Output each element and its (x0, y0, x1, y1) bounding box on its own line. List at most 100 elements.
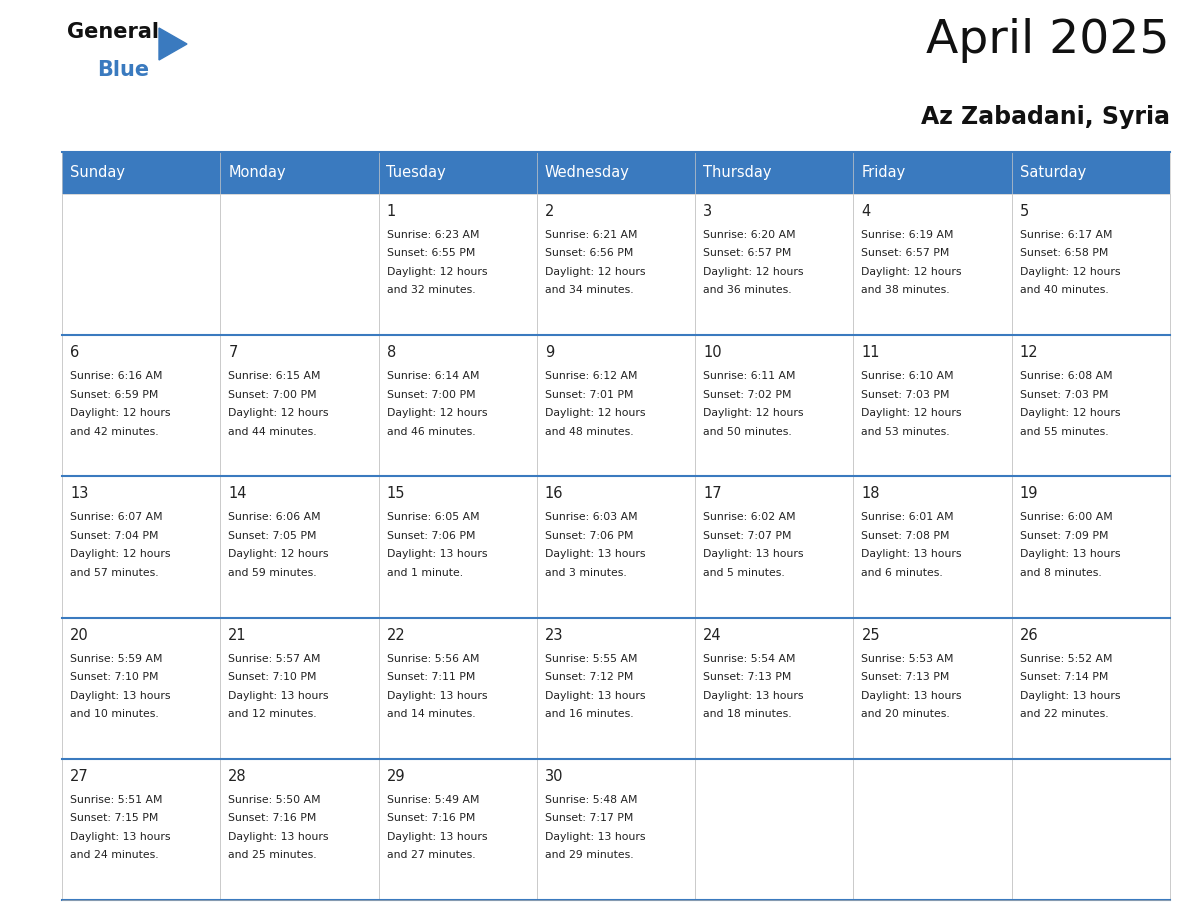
Text: Sunrise: 6:16 AM: Sunrise: 6:16 AM (70, 371, 163, 381)
FancyBboxPatch shape (220, 618, 379, 759)
Text: Sunset: 6:57 PM: Sunset: 6:57 PM (703, 249, 791, 259)
Text: Sunrise: 6:14 AM: Sunrise: 6:14 AM (386, 371, 479, 381)
Text: Sunset: 7:08 PM: Sunset: 7:08 PM (861, 531, 950, 541)
Text: Daylight: 12 hours: Daylight: 12 hours (70, 549, 171, 559)
Text: Sunrise: 5:52 AM: Sunrise: 5:52 AM (1019, 654, 1112, 664)
Text: Sunrise: 6:00 AM: Sunrise: 6:00 AM (1019, 512, 1112, 522)
Text: Wednesday: Wednesday (545, 165, 630, 181)
Text: 29: 29 (386, 768, 405, 784)
FancyBboxPatch shape (537, 152, 695, 194)
Text: and 34 minutes.: and 34 minutes. (545, 285, 633, 296)
FancyBboxPatch shape (220, 476, 379, 618)
Text: Sunset: 7:09 PM: Sunset: 7:09 PM (1019, 531, 1108, 541)
Text: Sunrise: 5:56 AM: Sunrise: 5:56 AM (386, 654, 479, 664)
Text: Sunrise: 5:48 AM: Sunrise: 5:48 AM (545, 795, 637, 805)
Text: Sunrise: 6:21 AM: Sunrise: 6:21 AM (545, 230, 637, 240)
Text: Sunrise: 5:55 AM: Sunrise: 5:55 AM (545, 654, 637, 664)
FancyBboxPatch shape (695, 152, 853, 194)
Text: Daylight: 12 hours: Daylight: 12 hours (386, 267, 487, 277)
Text: Sunset: 7:05 PM: Sunset: 7:05 PM (228, 531, 317, 541)
Text: Sunrise: 6:11 AM: Sunrise: 6:11 AM (703, 371, 796, 381)
Text: Daylight: 13 hours: Daylight: 13 hours (228, 832, 329, 842)
Text: 11: 11 (861, 345, 880, 360)
Text: and 46 minutes.: and 46 minutes. (386, 427, 475, 437)
Text: and 32 minutes.: and 32 minutes. (386, 285, 475, 296)
FancyBboxPatch shape (1012, 618, 1170, 759)
Text: Sunset: 6:57 PM: Sunset: 6:57 PM (861, 249, 949, 259)
Text: Daylight: 13 hours: Daylight: 13 hours (386, 832, 487, 842)
FancyBboxPatch shape (220, 335, 379, 476)
Text: and 36 minutes.: and 36 minutes. (703, 285, 791, 296)
FancyBboxPatch shape (695, 759, 853, 900)
Polygon shape (159, 28, 187, 60)
Text: Sunset: 7:14 PM: Sunset: 7:14 PM (1019, 672, 1108, 682)
Text: 2: 2 (545, 204, 555, 219)
Text: Daylight: 13 hours: Daylight: 13 hours (1019, 549, 1120, 559)
Text: Daylight: 12 hours: Daylight: 12 hours (703, 267, 803, 277)
Text: Sunset: 7:07 PM: Sunset: 7:07 PM (703, 531, 791, 541)
Text: Sunset: 6:58 PM: Sunset: 6:58 PM (1019, 249, 1108, 259)
FancyBboxPatch shape (537, 194, 695, 335)
Text: Sunrise: 6:01 AM: Sunrise: 6:01 AM (861, 512, 954, 522)
Text: Sunset: 6:55 PM: Sunset: 6:55 PM (386, 249, 475, 259)
Text: Sunset: 7:16 PM: Sunset: 7:16 PM (386, 813, 475, 823)
Text: 26: 26 (1019, 628, 1038, 643)
Text: 17: 17 (703, 487, 722, 501)
Text: Friday: Friday (861, 165, 905, 181)
Text: and 1 minute.: and 1 minute. (386, 568, 462, 578)
Text: Sunset: 7:15 PM: Sunset: 7:15 PM (70, 813, 158, 823)
Text: Daylight: 13 hours: Daylight: 13 hours (861, 690, 962, 700)
FancyBboxPatch shape (853, 335, 1012, 476)
FancyBboxPatch shape (853, 759, 1012, 900)
Text: 1: 1 (386, 204, 396, 219)
Text: Daylight: 12 hours: Daylight: 12 hours (861, 409, 962, 419)
Text: Daylight: 12 hours: Daylight: 12 hours (545, 267, 645, 277)
Text: Sunset: 7:00 PM: Sunset: 7:00 PM (228, 390, 317, 399)
Text: Sunday: Sunday (70, 165, 125, 181)
Text: Daylight: 12 hours: Daylight: 12 hours (545, 409, 645, 419)
Text: Sunrise: 6:10 AM: Sunrise: 6:10 AM (861, 371, 954, 381)
Text: 10: 10 (703, 345, 722, 360)
Text: Sunset: 7:11 PM: Sunset: 7:11 PM (386, 672, 475, 682)
Text: Sunrise: 5:54 AM: Sunrise: 5:54 AM (703, 654, 796, 664)
FancyBboxPatch shape (62, 152, 220, 194)
Text: and 16 minutes.: and 16 minutes. (545, 709, 633, 719)
Text: 9: 9 (545, 345, 554, 360)
Text: Daylight: 12 hours: Daylight: 12 hours (386, 409, 487, 419)
Text: and 22 minutes.: and 22 minutes. (1019, 709, 1108, 719)
Text: Sunset: 7:10 PM: Sunset: 7:10 PM (70, 672, 158, 682)
Text: and 57 minutes.: and 57 minutes. (70, 568, 159, 578)
Text: and 6 minutes.: and 6 minutes. (861, 568, 943, 578)
Text: General: General (67, 22, 159, 42)
Text: Sunrise: 6:07 AM: Sunrise: 6:07 AM (70, 512, 163, 522)
Text: 22: 22 (386, 628, 405, 643)
Text: Daylight: 13 hours: Daylight: 13 hours (1019, 690, 1120, 700)
Text: Sunrise: 6:02 AM: Sunrise: 6:02 AM (703, 512, 796, 522)
FancyBboxPatch shape (695, 476, 853, 618)
Text: Sunset: 7:03 PM: Sunset: 7:03 PM (861, 390, 950, 399)
Text: Daylight: 12 hours: Daylight: 12 hours (228, 549, 329, 559)
Text: 16: 16 (545, 487, 563, 501)
FancyBboxPatch shape (537, 759, 695, 900)
FancyBboxPatch shape (695, 194, 853, 335)
Text: Tuesday: Tuesday (386, 165, 447, 181)
Text: Sunset: 7:04 PM: Sunset: 7:04 PM (70, 531, 158, 541)
Text: Sunrise: 5:59 AM: Sunrise: 5:59 AM (70, 654, 163, 664)
Text: Sunset: 7:06 PM: Sunset: 7:06 PM (386, 531, 475, 541)
Text: 20: 20 (70, 628, 89, 643)
Text: Sunset: 7:01 PM: Sunset: 7:01 PM (545, 390, 633, 399)
Text: Sunrise: 6:06 AM: Sunrise: 6:06 AM (228, 512, 321, 522)
Text: Sunrise: 6:08 AM: Sunrise: 6:08 AM (1019, 371, 1112, 381)
FancyBboxPatch shape (62, 759, 220, 900)
Text: Sunrise: 6:20 AM: Sunrise: 6:20 AM (703, 230, 796, 240)
Text: Daylight: 12 hours: Daylight: 12 hours (1019, 409, 1120, 419)
Text: Sunrise: 5:51 AM: Sunrise: 5:51 AM (70, 795, 163, 805)
Text: 18: 18 (861, 487, 880, 501)
Text: 8: 8 (386, 345, 396, 360)
FancyBboxPatch shape (379, 194, 537, 335)
Text: Daylight: 13 hours: Daylight: 13 hours (70, 690, 171, 700)
Text: 19: 19 (1019, 487, 1038, 501)
Text: Sunset: 7:13 PM: Sunset: 7:13 PM (703, 672, 791, 682)
FancyBboxPatch shape (853, 152, 1012, 194)
Text: 14: 14 (228, 487, 247, 501)
